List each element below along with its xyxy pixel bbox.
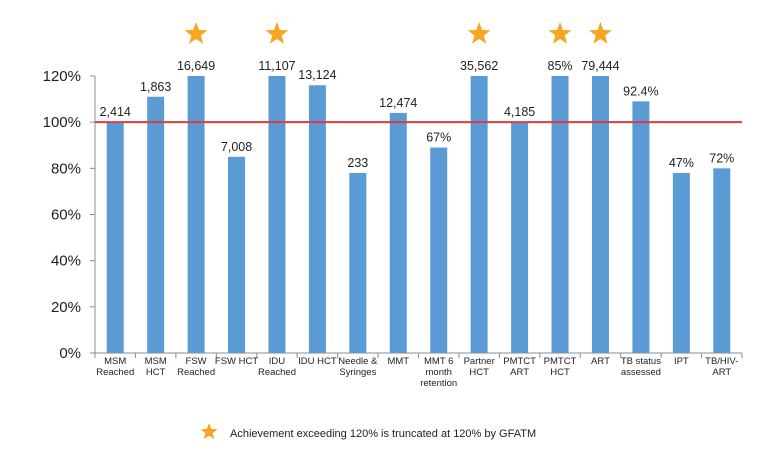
data-label: 12,474 — [379, 96, 417, 110]
stars — [184, 22, 612, 44]
data-label: 11,107 — [258, 59, 295, 73]
data-label: 1,863 — [140, 80, 171, 94]
y-tick-label: 20% — [51, 299, 81, 316]
legend-text: Achievement exceeding 120% is truncated … — [230, 428, 536, 440]
x-category-label: ART — [591, 356, 610, 367]
data-label: 2,414 — [100, 105, 131, 119]
x-category-label: FSW HCT — [215, 356, 258, 367]
star-icon — [467, 22, 491, 44]
y-tick-labels: 0% 20% 40% 60% 80% 100% 120% — [43, 68, 81, 362]
bar — [308, 85, 326, 353]
x-category-label: Partner HCT — [464, 356, 495, 378]
bar — [632, 101, 650, 354]
x-category-label: IDU HCT — [298, 356, 337, 367]
x-category-label: MSM HCT — [145, 356, 167, 378]
bar — [430, 147, 448, 353]
bars — [106, 76, 731, 354]
data-label: 7,008 — [221, 140, 252, 154]
x-category-label: FSW Reached — [177, 356, 215, 378]
bar — [591, 76, 609, 353]
star-icon — [589, 22, 612, 44]
y-tick-label: 120% — [43, 68, 81, 85]
y-tick-label: 40% — [51, 253, 81, 270]
bar — [187, 76, 205, 353]
data-label: 47% — [669, 156, 694, 170]
x-category-label: MSM Reached — [96, 356, 134, 378]
bar — [551, 76, 569, 353]
data-label: 72% — [709, 151, 734, 165]
data-label: 13,124 — [298, 68, 336, 82]
data-label: 79,444 — [581, 59, 619, 73]
data-label: 4,185 — [504, 105, 535, 119]
bar — [106, 122, 124, 354]
bar — [147, 96, 165, 354]
star-icon — [548, 22, 572, 44]
x-category-label: MMT — [387, 356, 409, 367]
bar — [511, 122, 529, 354]
x-category-label: PMTCT ART — [503, 356, 536, 378]
bar — [228, 156, 246, 353]
y-tick-label: 0% — [59, 345, 81, 362]
y-tick-label: 100% — [43, 114, 81, 131]
x-category-label: TB status assessed — [621, 356, 661, 378]
x-category-label: MMT 6 month retention — [420, 356, 457, 389]
bar — [713, 168, 731, 353]
y-tick-label: 80% — [51, 160, 81, 177]
data-label: 85% — [548, 59, 573, 73]
data-label: 92.4% — [623, 84, 658, 98]
star-icon — [184, 22, 208, 44]
data-label: 233 — [347, 156, 368, 170]
x-category-label: PMTCT HCT — [544, 356, 577, 378]
x-category-label: IDU Reached — [258, 356, 296, 378]
data-label: 67% — [426, 131, 451, 145]
bar — [672, 172, 690, 353]
x-category-label: Needle & Syringes — [338, 356, 378, 378]
x-category-label: TB/HIV-ART — [705, 356, 738, 378]
data-label: 35,562 — [460, 59, 498, 73]
bar — [268, 76, 286, 353]
legend: Achievement exceeding 120% is truncated … — [200, 423, 536, 440]
bar — [349, 172, 367, 353]
x-category-label: IPT — [674, 356, 689, 367]
bar — [470, 76, 488, 353]
bar — [389, 112, 407, 353]
data-label: 16,649 — [177, 59, 215, 73]
y-tick-label: 60% — [51, 207, 81, 224]
star-icon — [265, 22, 289, 44]
legend-star-icon — [200, 423, 218, 440]
